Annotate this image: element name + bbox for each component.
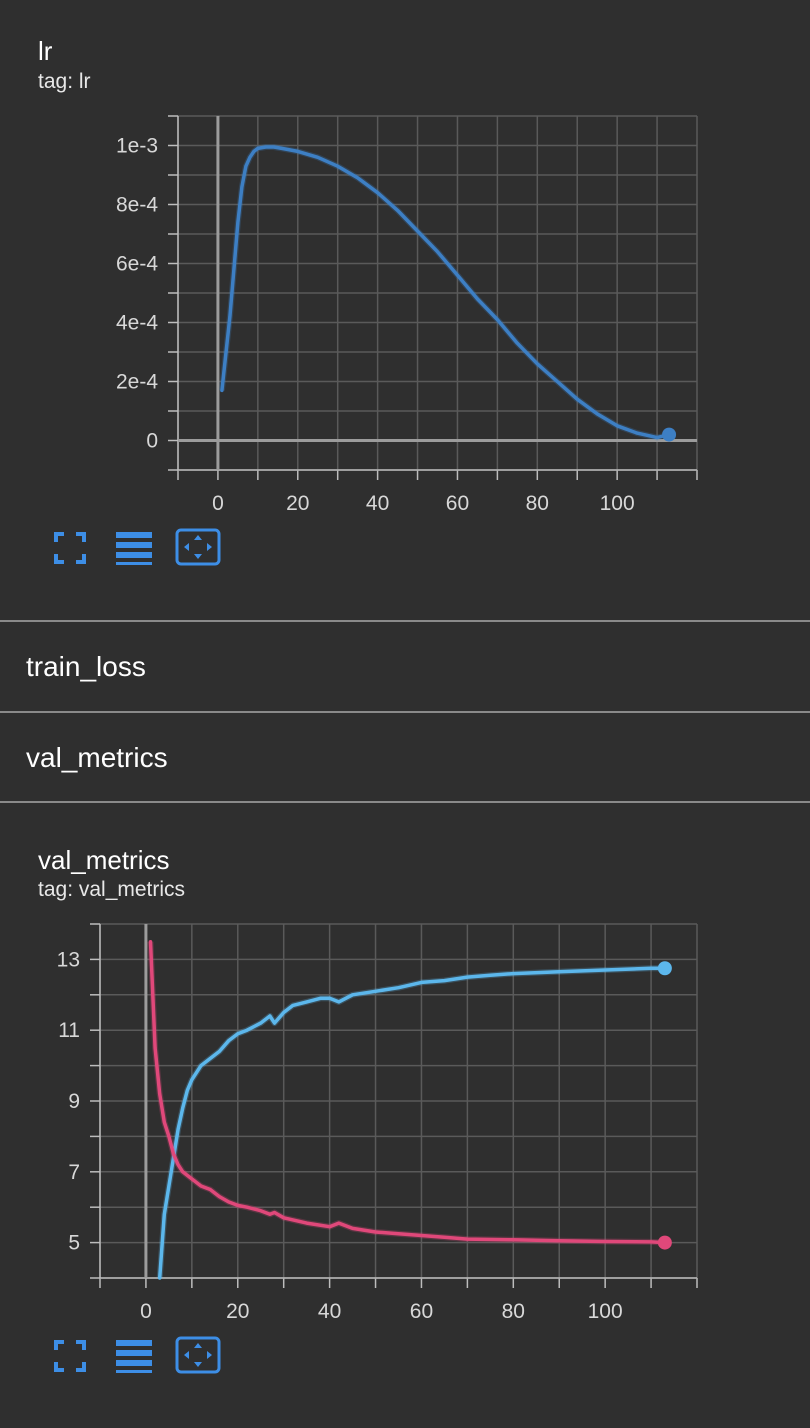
series-line[interactable] (148, 939, 667, 1245)
fullscreen-icon (54, 1340, 86, 1372)
x-tick-label: 60 (410, 1300, 433, 1323)
series-end-point[interactable] (662, 427, 677, 442)
grid (168, 115, 698, 480)
series-end-point[interactable] (657, 961, 672, 976)
y-tick-label: 1e-3 (116, 135, 158, 158)
fit-domain-icon (175, 1336, 221, 1374)
legend-list-icon (116, 532, 152, 565)
x-tick-label: 100 (600, 492, 635, 515)
section-train-loss[interactable]: train_loss (0, 620, 810, 710)
chart-title-val-metrics: val_metrics (38, 845, 170, 875)
chart-tag-lr: tag: lr (38, 70, 91, 93)
fit-domain-icon (175, 528, 221, 566)
legend-toggle-button[interactable] (110, 524, 158, 572)
x-tick-label: 60 (446, 492, 469, 515)
y-tick-label: 0 (146, 430, 158, 453)
x-tick-label: 0 (140, 1300, 152, 1323)
y-tick-label: 4e-4 (116, 312, 158, 335)
y-tick-label: 6e-4 (116, 253, 158, 276)
section-val-metrics[interactable]: val_metrics (0, 711, 810, 801)
fullscreen-button[interactable] (46, 524, 94, 572)
y-tick-label: 7 (68, 1161, 80, 1184)
legend-list-icon (116, 1340, 152, 1373)
chart-tag-val-metrics: tag: val_metrics (38, 878, 186, 901)
series-line[interactable] (220, 145, 671, 440)
series-end-point[interactable] (657, 1235, 672, 1250)
x-tick-label: 80 (502, 1300, 525, 1323)
y-tick-label: 13 (57, 948, 80, 971)
y-tick-label: 8e-4 (116, 194, 158, 217)
x-tick-label: 0 (212, 492, 224, 515)
section-divider (0, 801, 810, 803)
x-tick-label: 100 (588, 1300, 623, 1323)
x-tick-label: 20 (226, 1300, 249, 1323)
y-tick-label: 11 (58, 1019, 80, 1042)
x-tick-label: 40 (318, 1300, 341, 1323)
fullscreen-icon (54, 532, 86, 564)
lr-chart[interactable]: 0 20 40 60 80 100 0 2e-4 4e-4 6e-4 8e-4 1e-3 (0, 0, 810, 530)
x-tick-label: 80 (526, 492, 549, 515)
legend-toggle-button[interactable] (110, 1332, 158, 1380)
series-line[interactable] (157, 966, 667, 1280)
fit-domain-button[interactable] (174, 1332, 222, 1380)
chart-title-lr: lr (38, 36, 53, 66)
y-tick-label: 5 (68, 1232, 80, 1255)
series-raw-line (156, 965, 665, 1279)
y-tick-label: 9 (68, 1090, 80, 1113)
fit-domain-button[interactable] (174, 524, 222, 572)
val-metrics-chart[interactable]: 0 20 40 60 80 100 5 7 9 11 13 (0, 900, 810, 1330)
x-tick-label: 40 (366, 492, 389, 515)
x-tick-label: 20 (286, 492, 309, 515)
y-tick-label: 2e-4 (116, 371, 158, 394)
fullscreen-button[interactable] (46, 1332, 94, 1380)
